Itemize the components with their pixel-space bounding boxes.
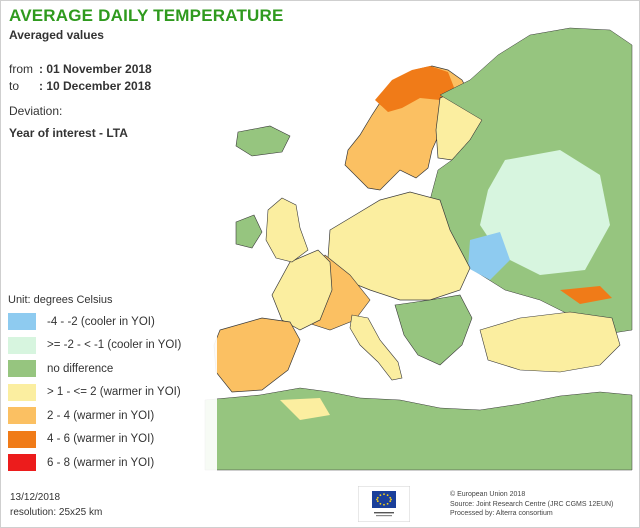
legend-unit: Unit: degrees Celsius <box>8 294 113 306</box>
legend-swatch <box>8 336 36 354</box>
legend: Unit: degrees Celsius -4 - -2 (cooler in… <box>4 292 217 477</box>
legend-item-label: 6 - 8 (warmer in YOI) <box>47 456 155 469</box>
land-balkans <box>394 294 473 366</box>
land-africa-warm <box>280 398 330 420</box>
legend-swatch <box>8 454 36 472</box>
to-label: to <box>9 79 20 93</box>
legend-swatch <box>8 383 36 401</box>
land-britain <box>265 197 309 263</box>
legend-item: 4 - 6 (warmer in YOI) <box>8 428 213 452</box>
period-to: to : 10 December 2018 <box>9 79 151 93</box>
legend-swatch <box>8 313 36 331</box>
eu-logo <box>358 486 410 522</box>
legend-item: -4 - -2 (cooler in YOI) <box>8 310 213 334</box>
legend-item-label: 2 - 4 (warmer in YOI) <box>47 409 155 422</box>
resolution-label: resolution: 25x25 km <box>10 507 103 518</box>
land-northern-cape <box>375 66 455 112</box>
land-iceland <box>235 125 291 157</box>
from-value: : 01 November 2018 <box>39 62 152 76</box>
comparison-label: Year of interest - LTA <box>9 126 128 140</box>
issue-date: 13/12/2018 <box>10 492 61 503</box>
land-north-africa <box>204 387 633 471</box>
legend-swatch <box>8 360 36 378</box>
legend-item-label: -4 - -2 (cooler in YOI) <box>47 315 155 328</box>
map-title: AVERAGE DAILY TEMPERATURE <box>9 6 284 25</box>
legend-item: >= -2 - < -1 (cooler in YOI) <box>8 334 213 358</box>
map-subtitle: Averaged values <box>9 28 104 42</box>
credit-line: Processed by: Alterra consortium <box>450 510 553 517</box>
land-caucasus-warm <box>560 286 612 304</box>
deviation-label: Deviation: <box>9 104 63 118</box>
land-coolest-patch <box>468 232 510 280</box>
credits: © European Union 2018 Source: Joint Rese… <box>450 490 613 519</box>
legend-item-label: no difference <box>47 362 114 375</box>
legend-item-label: > 1 - <= 2 (warmer in YOI) <box>47 386 181 399</box>
period-from: from : 01 November 2018 <box>9 62 152 76</box>
legend-swatch <box>8 430 36 448</box>
from-label: from <box>9 62 33 76</box>
credit-line: Source: Joint Research Centre (JRC CGMS … <box>450 500 614 508</box>
land-iberia <box>213 317 301 393</box>
land-france <box>271 249 333 331</box>
legend-item: > 1 - <= 2 (warmer in YOI) <box>8 381 213 405</box>
land-ireland <box>235 214 263 249</box>
legend-item: no difference <box>8 357 213 381</box>
legend-item-label: >= -2 - < -1 (cooler in YOI) <box>47 339 182 352</box>
legend-item: 2 - 4 (warmer in YOI) <box>8 404 213 428</box>
legend-item-label: 4 - 6 (warmer in YOI) <box>47 433 155 446</box>
land-cooler-east <box>480 150 610 275</box>
land-italy <box>349 314 403 381</box>
credit-line: © European Union 2018 <box>450 491 526 498</box>
legend-swatch <box>8 407 36 425</box>
to-value: : 10 December 2018 <box>39 79 152 93</box>
legend-item: 6 - 8 (warmer in YOI) <box>8 451 213 475</box>
land-turkey <box>479 311 621 373</box>
